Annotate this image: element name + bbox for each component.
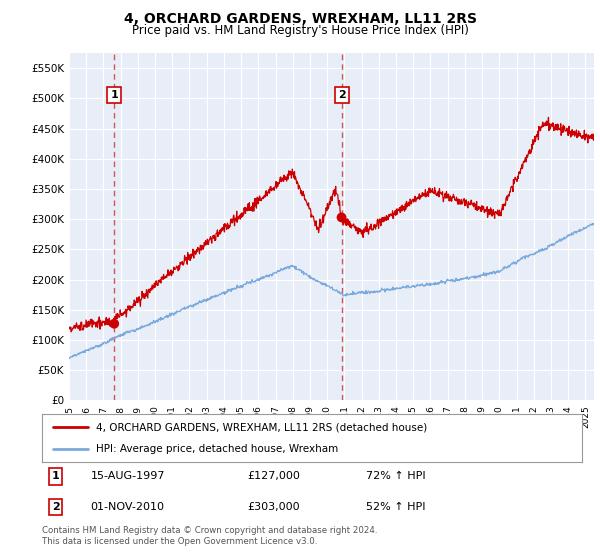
Text: 72% ↑ HPI: 72% ↑ HPI <box>366 472 425 482</box>
Text: 2: 2 <box>52 502 59 512</box>
Text: 4, ORCHARD GARDENS, WREXHAM, LL11 2RS (detached house): 4, ORCHARD GARDENS, WREXHAM, LL11 2RS (d… <box>96 422 427 432</box>
Text: 15-AUG-1997: 15-AUG-1997 <box>91 472 165 482</box>
Point <box>337 213 346 222</box>
Point <box>109 319 119 328</box>
Text: 52% ↑ HPI: 52% ↑ HPI <box>366 502 425 512</box>
Text: 4, ORCHARD GARDENS, WREXHAM, LL11 2RS: 4, ORCHARD GARDENS, WREXHAM, LL11 2RS <box>124 12 476 26</box>
Text: £303,000: £303,000 <box>247 502 300 512</box>
Text: 01-NOV-2010: 01-NOV-2010 <box>91 502 164 512</box>
Text: 1: 1 <box>110 90 118 100</box>
Text: £127,000: £127,000 <box>247 472 300 482</box>
Text: HPI: Average price, detached house, Wrexham: HPI: Average price, detached house, Wrex… <box>96 444 338 454</box>
Text: 1: 1 <box>52 472 59 482</box>
Text: 2: 2 <box>338 90 346 100</box>
Text: Price paid vs. HM Land Registry's House Price Index (HPI): Price paid vs. HM Land Registry's House … <box>131 24 469 36</box>
Text: Contains HM Land Registry data © Crown copyright and database right 2024.
This d: Contains HM Land Registry data © Crown c… <box>42 526 377 546</box>
